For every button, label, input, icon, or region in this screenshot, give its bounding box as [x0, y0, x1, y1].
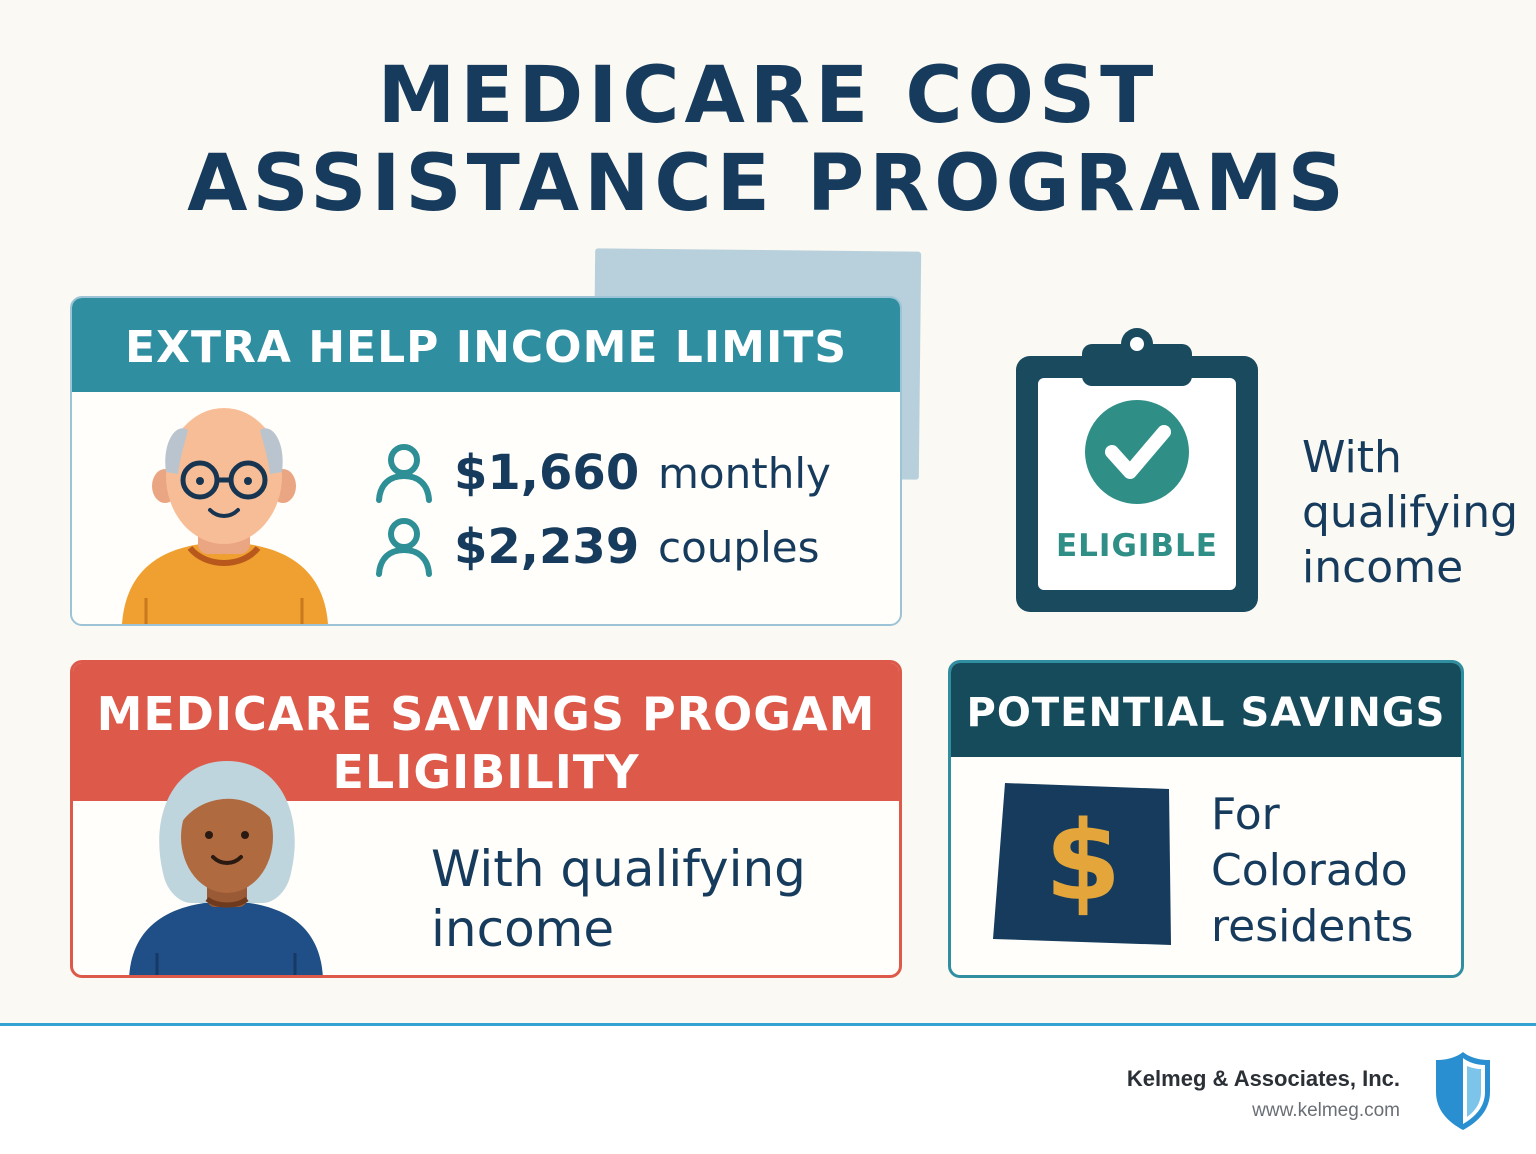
savings-note-line-3: residents [1211, 901, 1414, 952]
msp-heading-line-1: MEDICARE SAVINGS PROGAM [96, 687, 876, 741]
eligibility-note-line-2: qualifying [1302, 487, 1519, 538]
eligible-badge: ELIGIBLE [1055, 528, 1218, 564]
footer-divider [0, 1023, 1536, 1026]
couples-limit-amount: $2,239 [454, 519, 640, 575]
company-website-link[interactable]: www.kelmeg.com [1252, 1100, 1400, 1121]
monthly-limit-amount: $1,660 [454, 445, 640, 501]
msp-heading: MEDICARE SAVINGS PROGAM ELIGIBILITY [73, 663, 899, 801]
footer [0, 1026, 1536, 1154]
income-limit-row: $2,239 couples [374, 512, 819, 582]
medicare-savings-program-card: MEDICARE SAVINGS PROGAM ELIGIBILITY With… [70, 660, 902, 978]
shield-logo-icon [1436, 1052, 1490, 1130]
eligibility-note: With qualifying income [1302, 430, 1518, 595]
page-title-line-2: ASSISTANCE PROGRAMS [187, 139, 1349, 229]
page-title-line-1: MEDICARE COST [377, 51, 1159, 141]
msp-note-line-2: income [431, 900, 615, 958]
page-title: MEDICARE COST ASSISTANCE PROGRAMS [0, 52, 1536, 228]
person-icon [376, 518, 432, 577]
monthly-limit-unit: monthly [658, 448, 831, 498]
elderly-man-avatar [122, 408, 328, 624]
savings-note: For Colorado residents [1211, 787, 1413, 955]
eligibility-note-line-3: income [1302, 542, 1464, 593]
eligibility-note-line-1: With [1302, 432, 1402, 483]
svg-text:$: $ [1045, 797, 1122, 925]
company-name: Kelmeg & Associates, Inc. [1126, 1066, 1400, 1091]
extra-help-heading: EXTRA HELP INCOME LIMITS [72, 298, 900, 392]
income-limit-row: $1,660 monthly [374, 438, 831, 508]
msp-note-line-1: With qualifying [431, 840, 806, 898]
person-icon [376, 444, 432, 503]
msp-note: With qualifying income [431, 839, 806, 959]
couples-limit-unit: couples [658, 522, 820, 572]
elderly-woman-avatar [129, 761, 323, 975]
savings-note-line-1: For [1211, 789, 1280, 840]
savings-note-line-2: Colorado [1211, 845, 1408, 896]
clipboard-check-icon [1016, 328, 1258, 612]
savings-heading: POTENTIAL SAVINGS [951, 663, 1461, 757]
potential-savings-card: POTENTIAL SAVINGS $ For Colorado residen… [948, 660, 1464, 978]
msp-heading-line-2: ELIGIBILITY [332, 745, 640, 799]
extra-help-card: EXTRA HELP INCOME LIMITS $1,660 monthly … [70, 296, 902, 626]
colorado-dollar-icon: $ [993, 783, 1171, 945]
